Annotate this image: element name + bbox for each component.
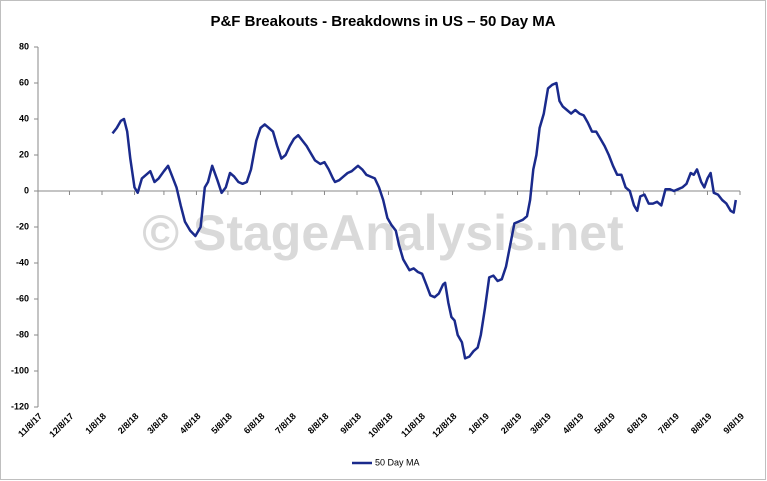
y-tick-label: -20 [16,221,29,231]
line-series [111,81,738,360]
legend-label: 50 Day MA [375,457,420,467]
y-tick-label: -60 [16,293,29,303]
y-tick-label: -40 [16,257,29,267]
y-tick-label: 20 [19,149,29,159]
y-tick-label: 80 [19,41,29,51]
y-tick-label: 40 [19,113,29,123]
y-tick-label: 0 [24,185,29,195]
y-tick-label: -80 [16,329,29,339]
watermark: © StageAnalysis.net [142,205,624,261]
y-tick-label: 60 [19,77,29,87]
y-tick-label: -120 [11,401,29,411]
y-tick-label: -100 [11,365,29,375]
chart-title: P&F Breakouts - Breakdowns in US – 50 Da… [210,13,555,30]
